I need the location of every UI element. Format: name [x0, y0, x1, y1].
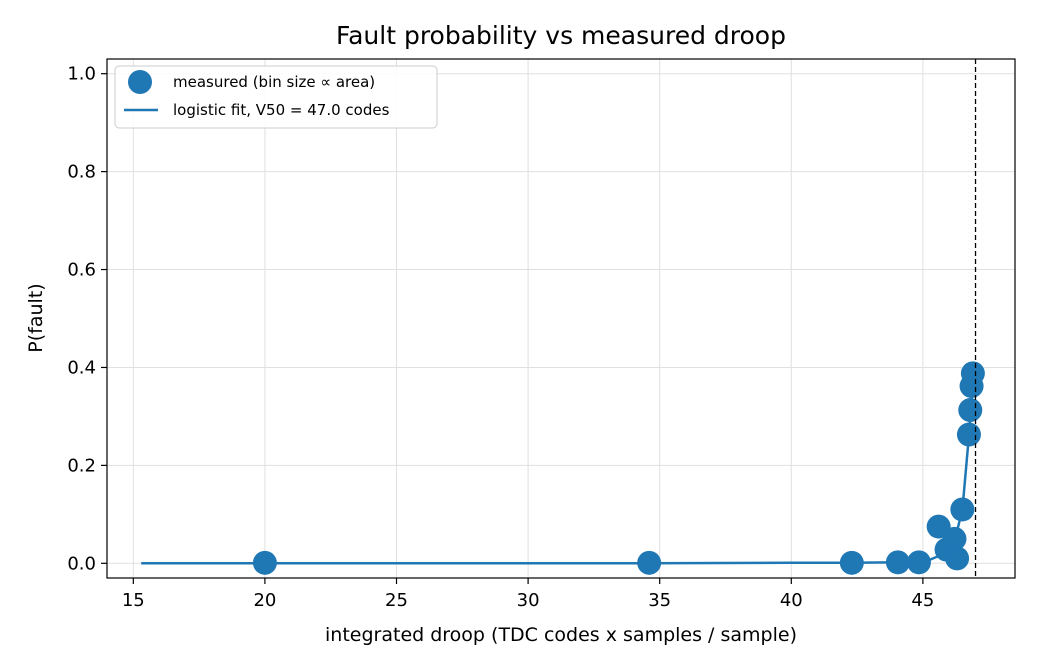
x-axis-label: integrated droop (TDC codes x samples / … — [325, 624, 797, 646]
legend-marker-measured — [128, 70, 152, 94]
legend-label-fit: logistic fit, V50 = 47.0 codes — [173, 101, 390, 119]
legend-box — [114, 65, 438, 129]
data-point — [942, 526, 967, 551]
x-tick-label: 40 — [780, 590, 803, 611]
y-tick-label: 0.6 — [67, 260, 96, 281]
x-tick-label: 20 — [253, 590, 276, 611]
y-tick-label: 1.0 — [67, 64, 96, 85]
x-tick-label: 30 — [517, 590, 540, 611]
data-point — [960, 361, 985, 386]
data-point — [958, 398, 983, 423]
y-axis-ticks: 0.0 0.2 0.4 0.6 0.8 1.0 — [67, 64, 107, 574]
measured-points-series — [252, 361, 985, 575]
data-point — [839, 550, 864, 575]
x-tick-label: 15 — [122, 590, 145, 611]
y-tick-label: 0.0 — [67, 553, 96, 574]
x-axis-ticks: 15 20 25 30 35 40 45 — [122, 578, 934, 611]
data-point — [252, 550, 277, 575]
y-axis-label: P(fault) — [25, 283, 47, 352]
y-tick-label: 0.8 — [67, 162, 96, 183]
data-point — [950, 497, 975, 522]
chart-title: Fault probability vs measured droop — [336, 21, 786, 50]
legend-label-measured: measured (bin size ∝ area) — [173, 73, 375, 91]
x-tick-label: 25 — [385, 590, 408, 611]
y-tick-label: 0.4 — [67, 357, 96, 378]
legend: measured (bin size ∝ area) logistic fit,… — [114, 65, 438, 129]
data-point — [637, 550, 662, 575]
data-point — [906, 550, 931, 575]
data-point — [956, 422, 981, 447]
x-tick-label: 35 — [648, 590, 671, 611]
plot-frame — [106, 58, 1016, 579]
data-point — [885, 550, 910, 575]
data-point — [945, 546, 970, 571]
x-tick-label: 45 — [911, 590, 934, 611]
y-tick-label: 0.2 — [67, 455, 96, 476]
